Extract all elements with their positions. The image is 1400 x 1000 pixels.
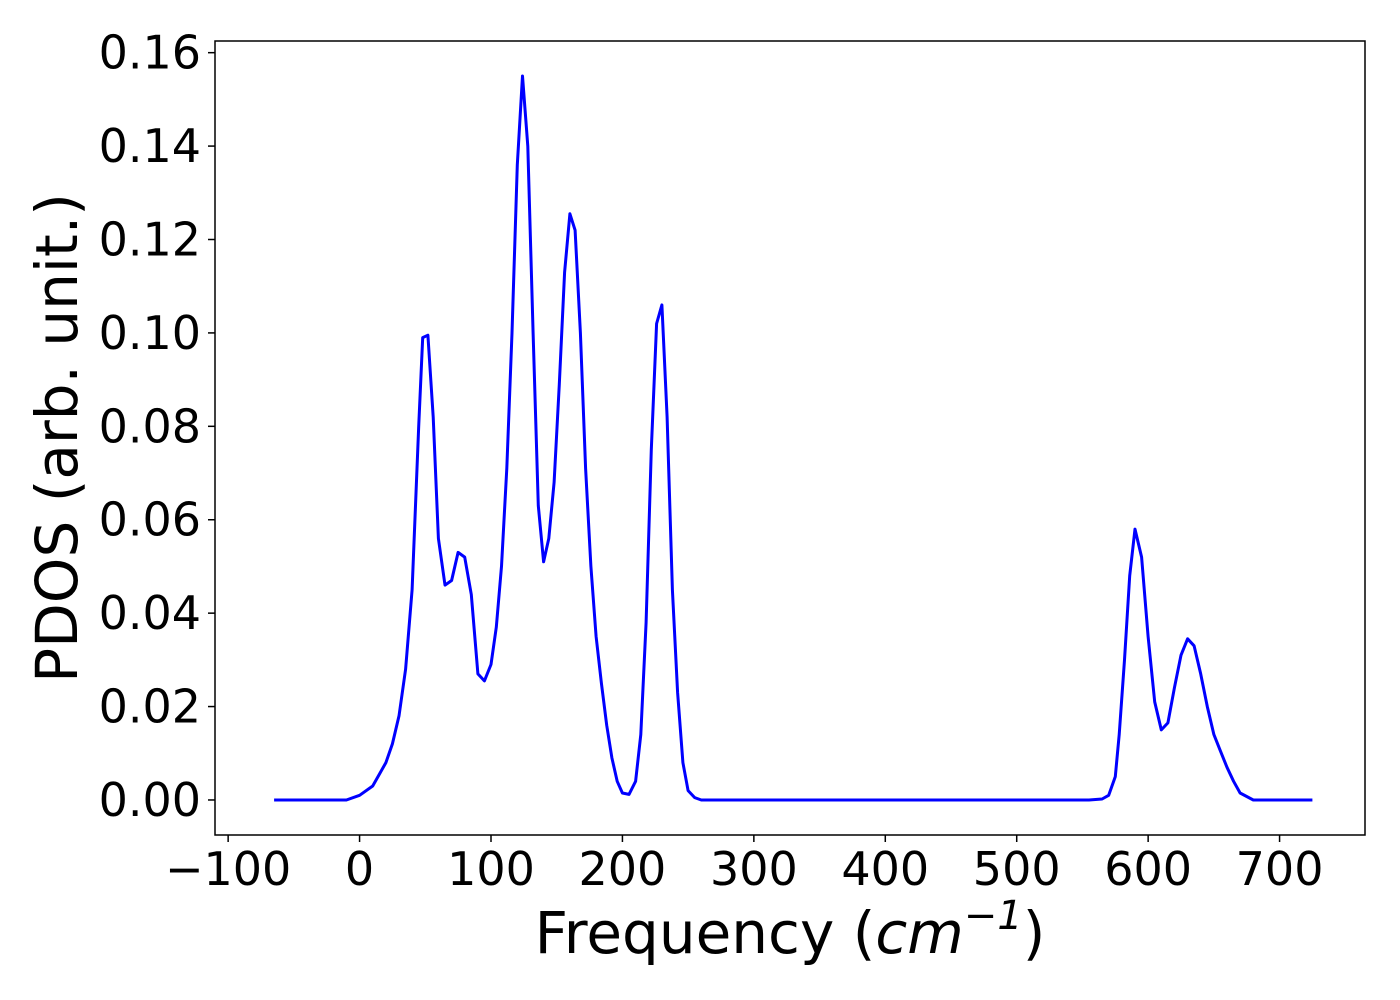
data-layer xyxy=(274,74,1313,802)
y-tick-label: 0.12 xyxy=(99,213,201,267)
x-axis-title-suffix: ) xyxy=(1023,899,1046,967)
y-tick-label: 0.10 xyxy=(99,306,201,360)
y-tick-label: 0.02 xyxy=(99,680,201,734)
y-axis: 0.00 0.02 0.04 0.06 0.08 0.10 0.12 0.14 0.16 xyxy=(99,26,215,827)
y-tick-label: 0.08 xyxy=(99,399,201,453)
plot-frame xyxy=(214,40,1366,836)
x-tick-label: 600 xyxy=(1104,842,1192,896)
x-axis-title-prefix: Frequency ( xyxy=(535,899,876,967)
x-tick-label: 300 xyxy=(710,842,798,896)
series-line-1 xyxy=(274,74,1313,802)
y-tick-label: 0.06 xyxy=(99,493,201,547)
x-axis-title-unit: cm xyxy=(875,899,963,967)
y-tick-label: 0.14 xyxy=(99,119,201,173)
y-axis-title: PDOS (arb. unit.) xyxy=(23,193,91,683)
plot-background xyxy=(215,41,1365,835)
y-tick-label: 0.00 xyxy=(99,773,201,827)
y-tick-label: 0.16 xyxy=(99,26,201,80)
x-tick-label: 500 xyxy=(973,842,1061,896)
x-tick-label: 400 xyxy=(841,842,929,896)
y-tick-label: 0.04 xyxy=(99,586,201,640)
x-tick-label: 0 xyxy=(345,842,374,896)
x-axis-title: Frequency (cm−1) xyxy=(535,893,1046,967)
x-axis-title-exponent: −1 xyxy=(964,893,1023,939)
x-tick-label: 100 xyxy=(447,842,535,896)
x-tick-label: −100 xyxy=(165,842,291,896)
x-tick-label: 700 xyxy=(1236,842,1324,896)
x-tick-label: 200 xyxy=(579,842,667,896)
x-axis: −100 0 100 200 300 400 500 600 700 xyxy=(165,835,1324,896)
